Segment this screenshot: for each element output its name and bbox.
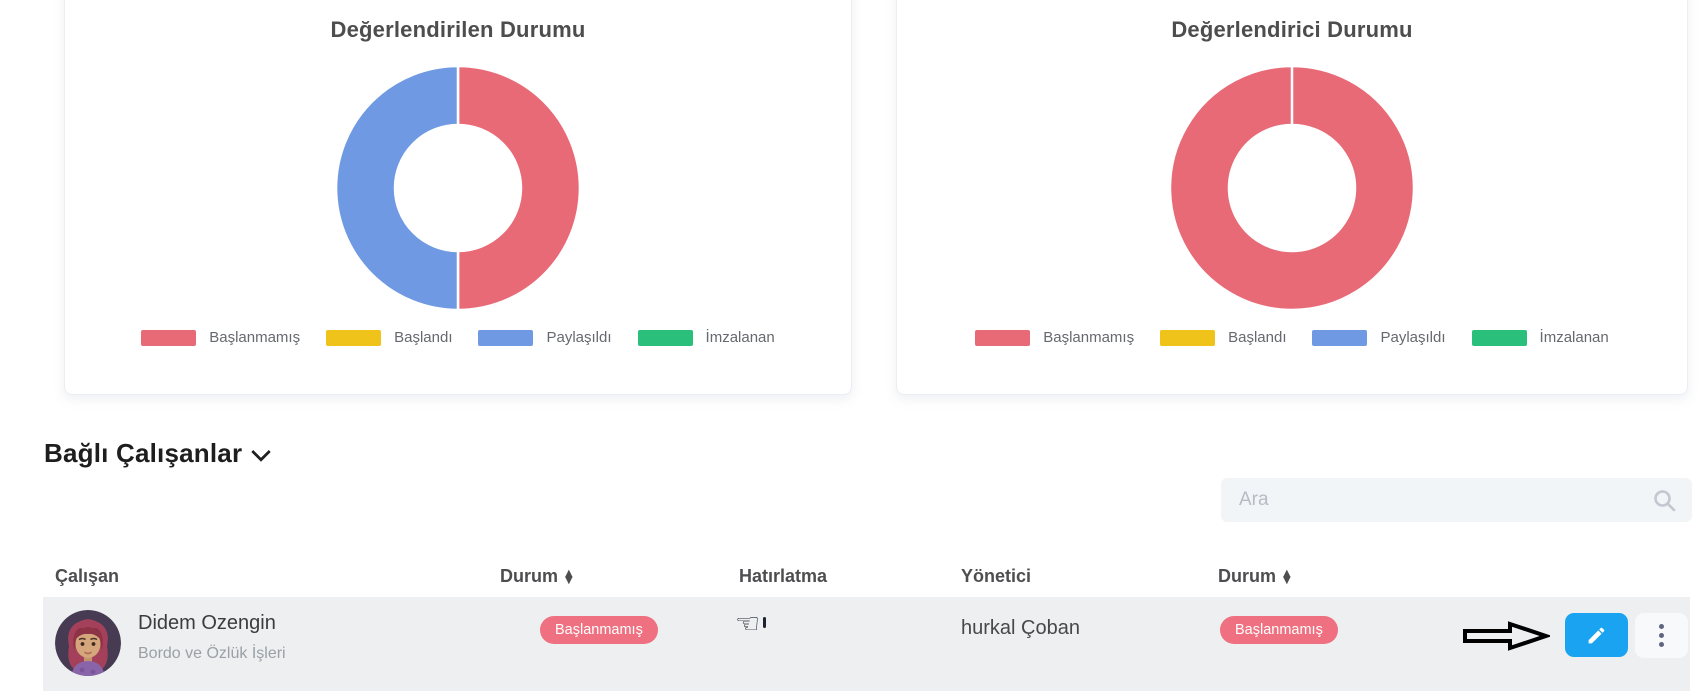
chart-title-evaluator: Değerlendirici Durumu [1171,17,1413,42]
manager-name: hurkal Çoban [961,617,1080,639]
legend-swatch-blue [478,329,534,346]
reminder-hand-icon[interactable]: ☜ [735,607,767,640]
legend-label: İmzalanan [705,329,775,346]
search-input[interactable] [1237,488,1653,512]
header-reminder: Hatırlatma [739,566,827,587]
header-manager-status-sortable[interactable]: Durum ▲ ▼ [1218,566,1291,587]
sort-icon[interactable]: ▲ ▼ [1283,567,1291,586]
donut-segment-Paylaşıldı [334,64,460,312]
manager-status-badge: Başlanmamış [1220,616,1338,644]
legend-label: Başlanmamış [1043,329,1135,346]
header-label: Durum [500,566,558,586]
nudge-bar [763,617,767,628]
status-badge: Başlanmamış [540,616,658,644]
kebab-dot [1659,642,1664,647]
legend-item-baslandi[interactable]: Başlandı [1160,329,1286,346]
legend-swatch-green [637,329,693,346]
legend-swatch-red [975,329,1031,346]
search-box [1221,478,1692,522]
employee-name: Didem Ozengin [138,612,276,634]
evaluator-chart-legend: Başlanmamış Başlandı Paylaşıldı İmzalana… [897,329,1687,346]
header-label: Çalışan [55,566,120,586]
evaluated-chart-legend: Başlanmamış Başlandı Paylaşıldı İmzalana… [65,329,851,346]
evaluated-donut-chart [334,64,582,312]
header-manager: Yönetici [961,566,1031,587]
legend-swatch-yellow [326,329,382,346]
legend-item-baslandi[interactable]: Başlandı [326,329,452,346]
hand-pointing-left-glyph: ☜ [735,607,761,640]
header-status-sortable[interactable]: Durum ▲ ▼ [500,566,573,587]
legend-label: İmzalanan [1539,329,1609,346]
evaluator-donut-chart [1168,64,1416,312]
annotation-arrow-icon [1463,621,1550,651]
header-label: Durum [1218,566,1276,586]
legend-swatch-red [141,329,197,346]
chevron-down-icon[interactable] [251,441,272,462]
row-actions-menu-button[interactable] [1635,613,1688,658]
legend-item-paylasildi[interactable]: Paylaşıldı [478,329,612,346]
kebab-dot [1659,633,1664,638]
chart-title-evaluated: Değerlendirilen Durumu [330,17,586,42]
legend-label: Paylaşıldı [1380,329,1446,346]
legend-item-baslanmamis[interactable]: Başlanmamış [975,329,1134,346]
legend-item-paylasildi[interactable]: Paylaşıldı [1312,329,1446,346]
header-label: Yönetici [961,566,1032,586]
legend-item-imzalanan[interactable]: İmzalanan [637,329,775,346]
header-employee: Çalışan [55,566,119,587]
evaluated-status-card: Değerlendirilen Durumu Başlanmamış Başla… [64,0,852,395]
edit-button[interactable] [1565,613,1628,657]
pencil-icon [1588,627,1605,643]
sort-icon[interactable]: ▲ ▼ [565,567,573,586]
table-row: Didem Ozengin Bordo ve Özlük İşleri Başl… [43,597,1690,691]
legend-label: Başlandı [394,329,453,346]
legend-label: Başlanmamış [209,329,301,346]
legend-item-imzalanan[interactable]: İmzalanan [1471,329,1609,346]
kebab-dot [1659,624,1664,629]
section-title: Bağlı Çalışanlar [44,438,243,468]
legend-swatch-yellow [1160,329,1216,346]
avatar-illustration [55,610,121,676]
search-icon [1654,489,1676,511]
legend-item-baslanmamis[interactable]: Başlanmamış [141,329,300,346]
evaluator-status-card: Değerlendirici Durumu Başlanmamış Başlan… [896,0,1688,395]
employee-department: Bordo ve Özlük İşleri [138,645,286,662]
header-label: Hatırlatma [739,566,828,586]
donut-segment-Başlanmamış [1168,64,1416,312]
legend-swatch-green [1471,329,1527,346]
legend-swatch-blue [1312,329,1368,346]
avatar [55,610,121,676]
donut-segment-Başlanmamış [456,64,582,312]
connected-employees-section-head: Bağlı Çalışanlar [44,438,272,469]
legend-label: Paylaşıldı [546,329,612,346]
legend-label: Başlandı [1228,329,1287,346]
